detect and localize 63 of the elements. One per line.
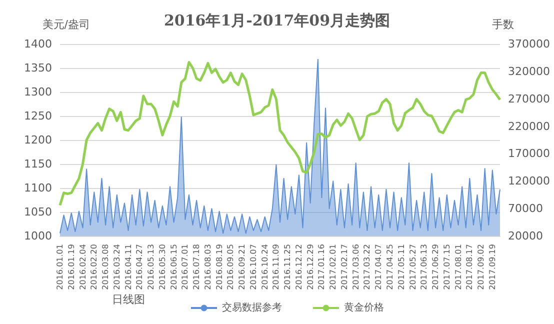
x-tick-label: 2016.12.12: [294, 244, 304, 290]
x-tick-label: 2016.01.01: [56, 244, 64, 290]
y2-tick-label: 120000: [508, 174, 550, 188]
x-tick-label: 2017.02.17: [340, 244, 349, 290]
y-axis-title: 美元/盎司: [42, 18, 90, 31]
x-tick-label: 2016.06.15: [169, 244, 178, 290]
x-tick-label: 2016.09.05: [226, 244, 236, 290]
y2-axis-title: 手数: [492, 18, 514, 31]
x-tick-label: 2017.05.11: [396, 244, 406, 290]
legend-label: 交易数据参考: [222, 302, 282, 314]
x-tick-label: 2016.10.07: [248, 244, 258, 290]
x-tick-label: 2016.08.19: [214, 244, 224, 290]
x-tick-label: 2016.05.30: [158, 244, 167, 290]
x-tick-label: 2016.04.11: [124, 244, 133, 290]
y-tick-label: 1250: [24, 110, 52, 122]
line-series: [58, 60, 502, 207]
x-tick-label: 2016.11.09: [272, 244, 281, 290]
x-axis-title: 日线图: [112, 293, 145, 306]
chart-title: 2016年1月-2017年09月走势图: [164, 12, 390, 30]
x-tick-label: 2017.06.13: [420, 244, 429, 290]
y2-tick-label: 370000: [508, 38, 550, 50]
x-tick-label: 2016.02.04: [78, 244, 88, 290]
x-tick-label: 2016.05.13: [146, 244, 156, 290]
x-tick-label: 2017.09.19: [488, 244, 497, 290]
y2-tick-label: 270000: [508, 92, 550, 106]
x-tick-label: 2016.11.25: [283, 244, 292, 290]
y-tick-label: 1100: [24, 182, 52, 194]
y2-tick-label: 220000: [508, 120, 550, 133]
x-tick-label: 2017.05.27: [408, 244, 418, 290]
y-tick-label: 1300: [24, 86, 52, 98]
y-tick-label: 1350: [24, 62, 52, 74]
x-tick-label: 2016.09.21: [238, 244, 247, 290]
x-tick-label: 2017.06.29: [431, 244, 440, 290]
x-tick-label: 2016.04.27: [135, 244, 144, 290]
y2-tick-label: 70000: [508, 202, 543, 216]
x-tick-label: 2016.10.24: [260, 244, 270, 290]
y-tick-label: 1150: [24, 158, 52, 170]
x-tick-label: 2016.03.08: [101, 244, 110, 290]
y-tick-label: 1050: [24, 206, 52, 218]
x-tick-label: 2016.07.01: [180, 244, 190, 290]
y2-tick-label: 320000: [508, 64, 550, 78]
x-tick-label: 2017.08.17: [465, 244, 474, 290]
legend-label: 黄金价格: [344, 302, 384, 314]
y-tick-label: 1000: [24, 230, 52, 242]
x-tick-label: 2017.04.25: [386, 244, 394, 290]
x-tick-label: 2017.03.06: [351, 244, 360, 290]
x-tick-label: 2017.07.15: [442, 244, 452, 290]
y-tick-label: 1400: [24, 38, 52, 50]
x-tick-label: 2016.08.03: [203, 244, 212, 290]
x-tick-label: 2016.12.29: [306, 244, 315, 290]
x-tick-label: 2017.09.02: [476, 244, 486, 290]
x-tick-label: 2017.02.01: [328, 244, 338, 290]
x-tick-label: 2016.01.19: [66, 244, 76, 290]
x-tick-label: 2016.07.18: [192, 244, 202, 290]
x-tick-label: 2017.04.07: [374, 244, 384, 290]
x-tick-label: 2017.03.22: [362, 244, 372, 290]
y2-tick-label: 20000: [508, 230, 543, 242]
y2-tick-label: 170000: [508, 147, 550, 160]
x-tick-label: 2017.08.01: [454, 244, 463, 290]
x-tick-label: 2016.03.24: [112, 244, 122, 290]
x-tick-label: 2016.02.20: [90, 244, 99, 290]
y-tick-label: 1200: [24, 134, 52, 146]
x-tick-label: 2017.01.16: [317, 244, 326, 290]
